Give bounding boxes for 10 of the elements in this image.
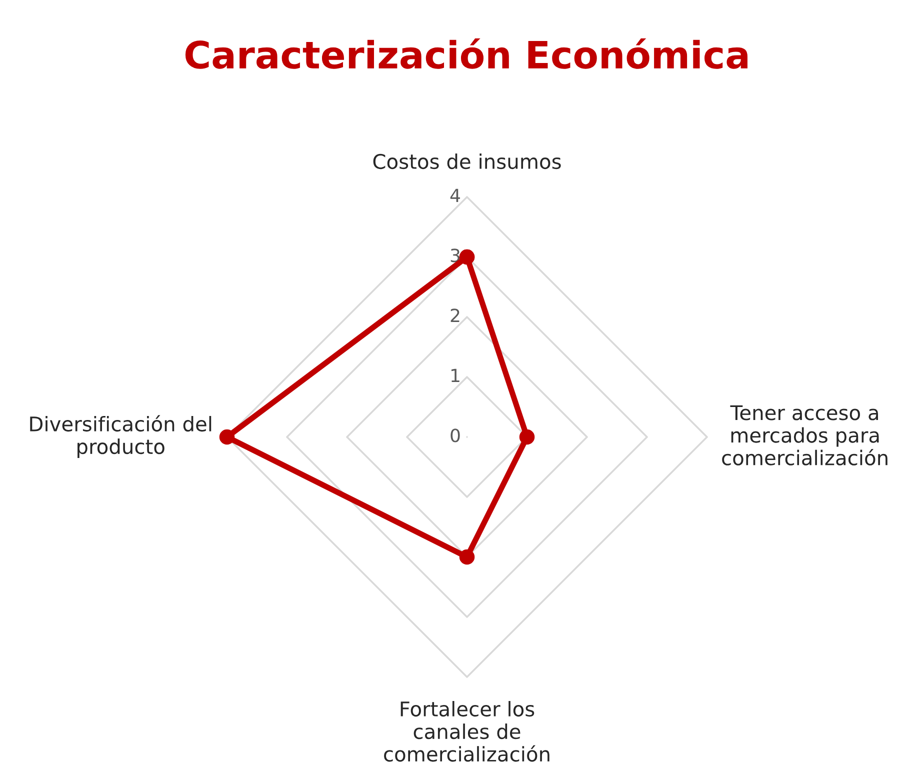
- spoke-label: Fortalecer los canales de comercialización: [384, 701, 550, 762]
- y-tick-label: 2: [450, 308, 460, 322]
- spoke-label: Diversificación del producto: [30, 415, 212, 458]
- y-tick-label: 1: [451, 368, 460, 382]
- y-tick-label: 3: [450, 248, 460, 262]
- spoke-label: Costos de insumos: [373, 154, 561, 170]
- spoke-label: Tener acceso a mercados para comercialización: [722, 405, 888, 466]
- y-tick-label: 4: [450, 188, 460, 202]
- y-tick-label: 0: [450, 428, 460, 442]
- chart-title: Caracterización Económica: [185, 38, 748, 69]
